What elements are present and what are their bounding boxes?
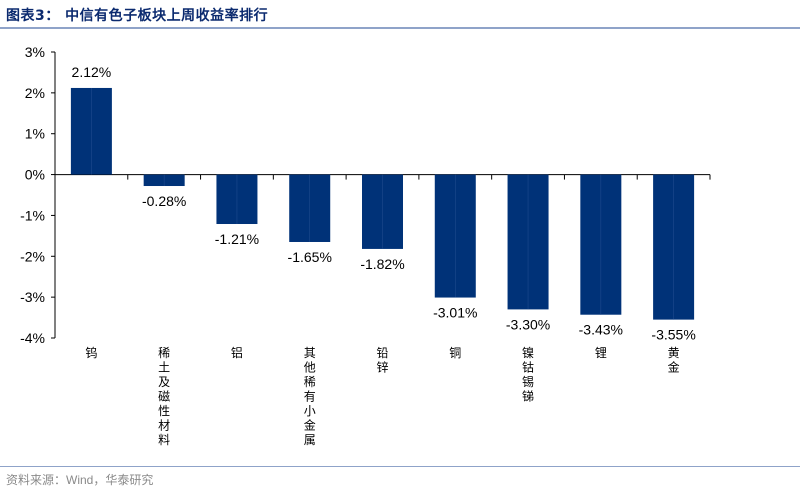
category-label-char: 小 — [304, 404, 316, 418]
chart-bars — [70, 87, 695, 320]
data-label: -3.55% — [651, 327, 695, 343]
category-label-char: 其 — [304, 346, 316, 360]
category-label-char: 他 — [304, 361, 316, 375]
category-label: 铜 — [449, 345, 461, 360]
category-label-char: 属 — [304, 433, 316, 447]
category-label-char: 金 — [304, 418, 316, 433]
y-tick-label: -4% — [20, 330, 45, 346]
category-label-char: 磁 — [158, 389, 170, 404]
category-label-char: 锂 — [595, 345, 607, 360]
category-label-char: 金 — [668, 360, 680, 375]
category-label-char: 料 — [158, 433, 170, 447]
data-label: -1.21% — [215, 231, 259, 247]
category-label-char: 钴 — [522, 360, 534, 375]
y-tick-label: -2% — [20, 248, 45, 264]
data-label: 2.12% — [72, 64, 112, 80]
data-label: -0.28% — [142, 193, 186, 209]
category-label-char: 铝 — [231, 345, 243, 360]
y-tick-label: 2% — [25, 85, 45, 101]
y-tick-label: 1% — [25, 126, 45, 142]
category-label-char: 锡 — [522, 374, 534, 389]
category-label-char: 锑 — [522, 390, 534, 404]
category-label-char: 稀 — [158, 346, 170, 360]
category-label-char: 锌 — [376, 361, 388, 375]
category-label: 钨 — [85, 345, 97, 360]
category-label-char: 钨 — [85, 345, 97, 360]
category-label-char: 镍 — [522, 346, 534, 360]
category-label-char: 铅 — [376, 346, 388, 360]
category-label: 锂 — [595, 345, 607, 360]
data-label: -3.01% — [433, 305, 477, 321]
title-divider — [0, 27, 800, 29]
source-note: 资料来源：Wind，华泰研究 — [6, 473, 154, 487]
y-tick-label: 3% — [25, 44, 45, 60]
category-label-char: 及 — [158, 375, 170, 389]
data-label: -3.30% — [506, 316, 550, 332]
category-label-char: 有 — [304, 390, 316, 404]
y-tick-label: -3% — [20, 289, 45, 305]
category-label: 黄金 — [668, 346, 680, 375]
y-tick-label: -1% — [20, 207, 45, 223]
category-label-char: 材 — [158, 419, 170, 433]
category-label-char: 铜 — [449, 345, 461, 360]
data-label: -1.82% — [360, 256, 404, 272]
category-label: 铅锌 — [376, 346, 388, 375]
footer-divider — [0, 466, 800, 467]
chart-category-labels: 钨稀土及磁性材料铝 其他稀有小金属铅锌铜 镍钴锡锑锂 黄金 — [85, 345, 679, 447]
chart-data-labels: 2.12% -0.28% -1.21% -1.65% -1.82% -3.01% -3.30… — [72, 64, 696, 343]
y-tick-label: 0% — [25, 167, 45, 183]
category-label: 铝 — [231, 345, 243, 360]
category-label-char: 土 — [158, 361, 170, 375]
category-label-char: 稀 — [304, 375, 316, 389]
data-label: -1.65% — [288, 249, 332, 265]
bar-chart: 3% 2% 1% 0% -1% -2% -3% -4% 2.12% -0.28% -1.21% -1… — [20, 44, 711, 447]
category-label-char: 性 — [158, 404, 170, 418]
data-label: -3.43% — [579, 322, 623, 338]
figure-title: 图表3： 中信有色子板块上周收益率排行 — [6, 8, 269, 24]
category-label-char: 黄 — [668, 346, 680, 360]
